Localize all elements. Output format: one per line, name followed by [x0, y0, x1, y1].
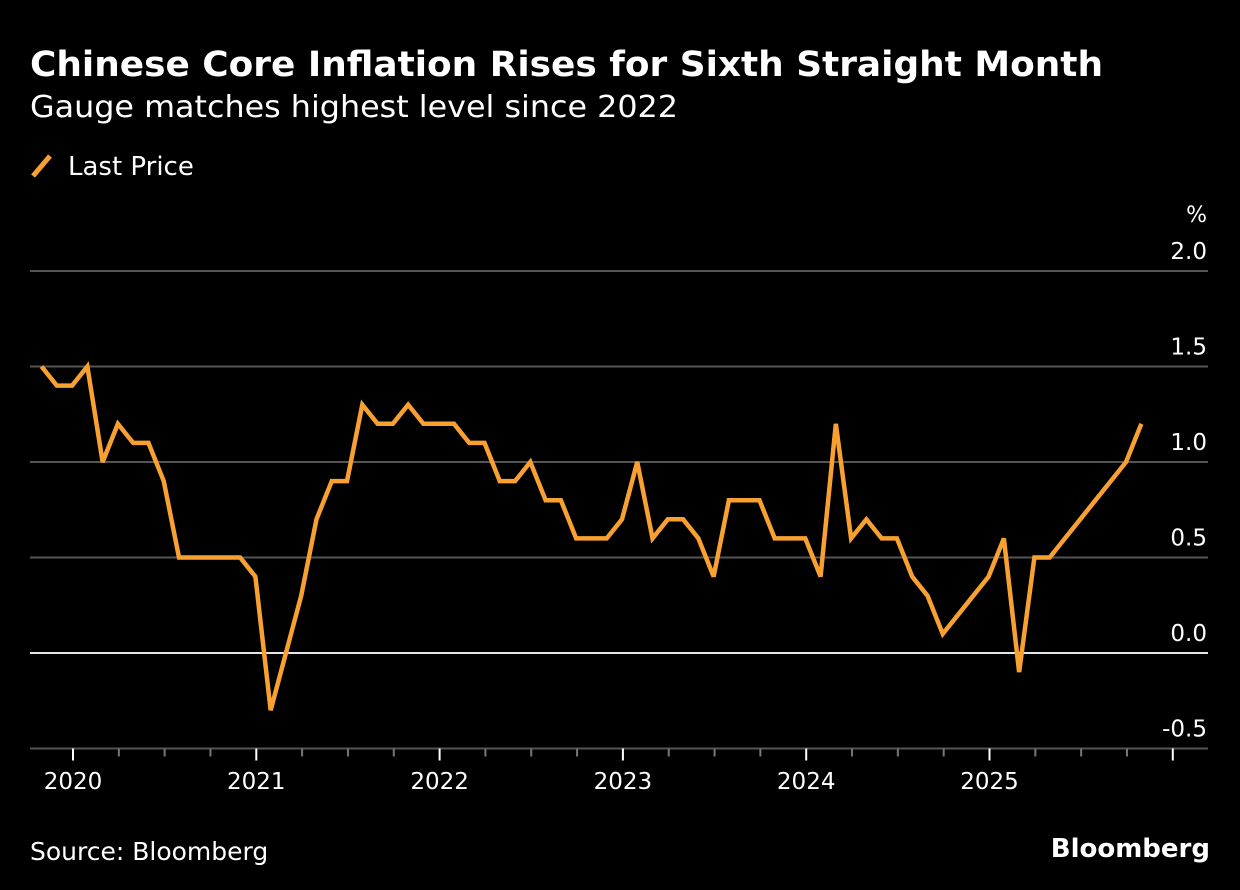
y-tick-label: 0.5 [1170, 526, 1207, 552]
legend-label: Last Price [68, 152, 194, 182]
source-note: Source: Bloomberg [30, 837, 268, 866]
x-tick-label: 2022 [410, 769, 469, 795]
y-tick-label: 1.5 [1170, 335, 1207, 361]
x-tick-label: 2023 [594, 769, 653, 795]
x-tick-label: 2020 [44, 769, 103, 795]
chart-subtitle: Gauge matches highest level since 2022 [30, 90, 678, 125]
y-tick-label: 2.0 [1170, 239, 1207, 265]
chart-title: Chinese Core Inflation Rises for Sixth S… [30, 45, 1103, 85]
y-tick-label: 1.0 [1170, 430, 1207, 456]
y-tick-label: -0.5 [1162, 717, 1207, 743]
bloomberg-logo: Bloomberg [1051, 834, 1210, 864]
y-tick-label: 0.0 [1170, 621, 1207, 647]
legend: Last Price [31, 152, 194, 182]
x-tick-label: 2025 [960, 769, 1019, 795]
y-axis-unit: % [1186, 203, 1207, 228]
legend-line-icon [31, 154, 52, 178]
x-tick-label: 2021 [227, 769, 286, 795]
x-tick-label: 2024 [777, 769, 836, 795]
